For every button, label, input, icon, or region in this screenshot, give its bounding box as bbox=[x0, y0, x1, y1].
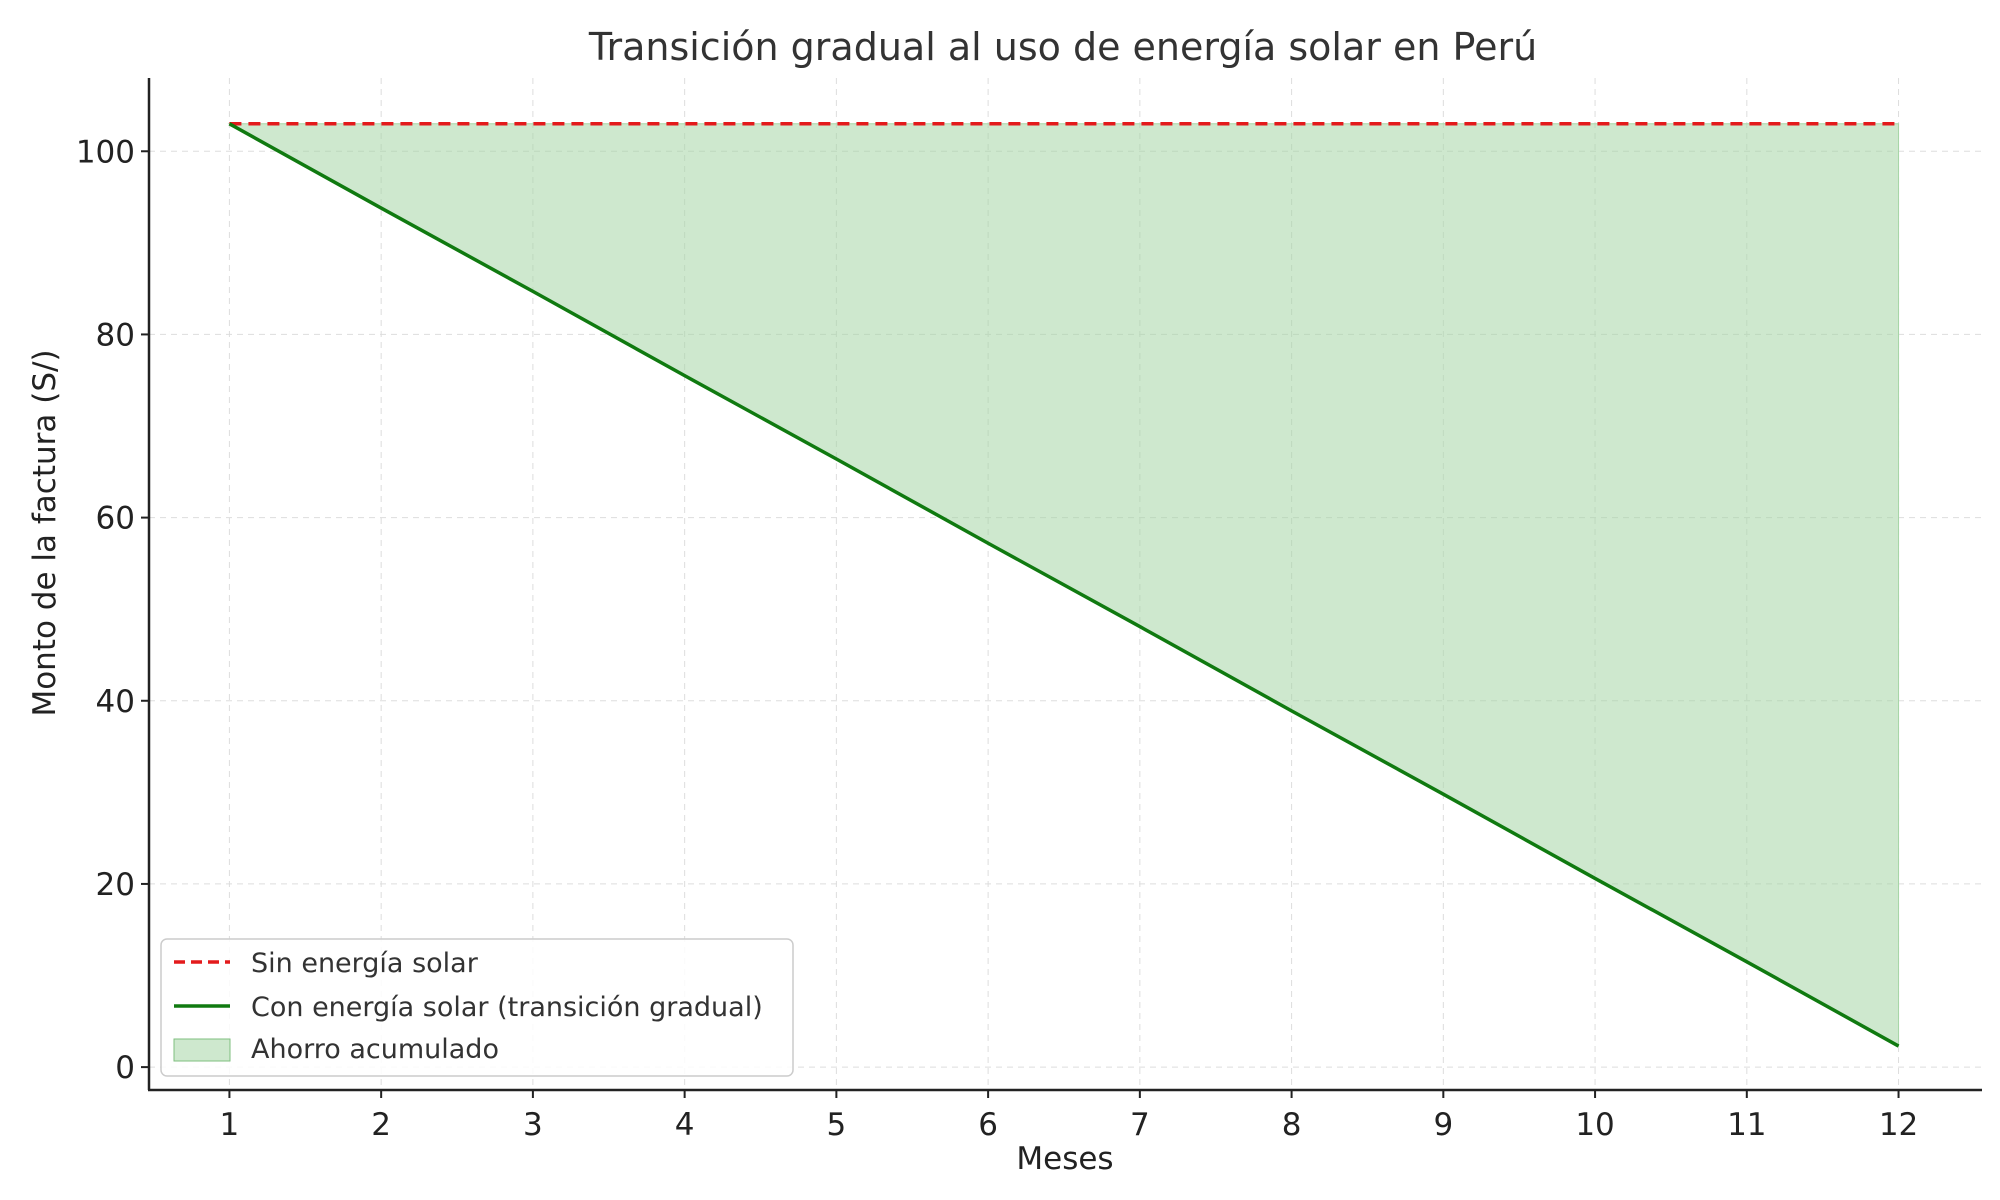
x-tick-label: 11 bbox=[1727, 1107, 1766, 1143]
x-tick-label: 9 bbox=[1433, 1107, 1453, 1143]
legend-box bbox=[160, 938, 794, 1077]
x-tick-label: 10 bbox=[1575, 1107, 1614, 1143]
x-tick-label: 6 bbox=[978, 1107, 998, 1143]
x-tick-label: 7 bbox=[1130, 1107, 1150, 1143]
series-lines bbox=[228, 122, 1900, 1048]
x-tick-label: 5 bbox=[827, 1107, 847, 1143]
x-axis-label: Meses bbox=[1016, 1141, 1113, 1177]
y-tick-label: 20 bbox=[96, 867, 135, 903]
series-line-con-energia bbox=[228, 122, 1900, 1048]
axes bbox=[147, 78, 1982, 1092]
x-tick-label: 1 bbox=[220, 1107, 240, 1143]
x-tick-label: 8 bbox=[1282, 1107, 1302, 1143]
y-tick-label: 80 bbox=[96, 317, 135, 353]
x-tick-label: 3 bbox=[523, 1107, 543, 1143]
y-axis-label: Monto de la factura (S/) bbox=[27, 349, 63, 716]
legend-label-con-energia: Con energía solar (transición gradual) bbox=[251, 992, 763, 1023]
x-tick-label: 2 bbox=[371, 1107, 391, 1143]
legend-label-sin-energia: Sin energía solar bbox=[251, 948, 479, 979]
y-tick-label: 60 bbox=[96, 501, 135, 537]
x-tick-label: 4 bbox=[675, 1107, 695, 1143]
y-tick-label: 100 bbox=[76, 134, 135, 170]
legend-label-ahorro: Ahorro acumulado bbox=[251, 1034, 499, 1065]
legend-swatch-ahorro bbox=[173, 1038, 231, 1062]
y-tick-label: 40 bbox=[96, 684, 135, 720]
x-tick-label: 12 bbox=[1879, 1107, 1918, 1143]
legend: Sin energía solar Con energía solar (tra… bbox=[160, 938, 794, 1077]
chart-title: Transición gradual al uso de energía sol… bbox=[588, 25, 1537, 69]
y-tick-label: 0 bbox=[115, 1050, 135, 1086]
